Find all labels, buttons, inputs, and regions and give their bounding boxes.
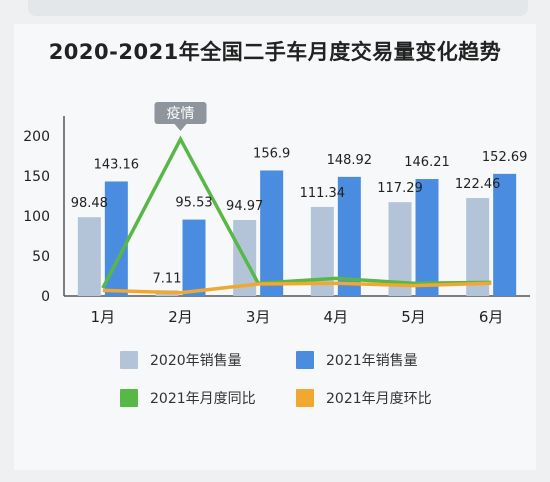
legend-swatch-2021-yoy: [120, 389, 138, 407]
y-tick-label: 200: [23, 129, 50, 145]
legend-item-2021-yoy: 2021年月度同比: [120, 388, 256, 408]
legend-swatch-2021-mom: [296, 389, 314, 407]
annotation-box: [154, 102, 207, 124]
x-tick-label: 5月: [401, 308, 426, 326]
bar: [415, 179, 439, 296]
bar: [493, 173, 517, 296]
x-tick-label: 1月: [91, 308, 116, 326]
data-label: 98.48: [71, 196, 108, 211]
data-label: 94.97: [226, 199, 263, 214]
series-line: [101, 135, 492, 289]
data-label: 148.92: [327, 153, 373, 168]
x-tick-label: 3月: [246, 308, 271, 326]
legend-label-2021-sales: 2021年销售量: [326, 353, 418, 369]
data-label: 146.21: [404, 155, 450, 170]
y-tick-label: 50: [32, 249, 50, 265]
top-band: [28, 0, 528, 16]
data-label: 156.9: [253, 146, 290, 161]
data-label: 152.69: [482, 150, 528, 165]
bar: [466, 198, 490, 296]
bar: [182, 219, 206, 296]
bar: [388, 202, 412, 296]
annotation-text: 疫情: [167, 106, 195, 122]
legend-label-2021-yoy: 2021年月度同比: [150, 391, 256, 407]
legend-item-2020-sales: 2020年销售量: [120, 350, 242, 370]
data-label: 117.29: [377, 181, 423, 196]
data-label: 122.46: [455, 177, 501, 192]
bar: [104, 181, 128, 296]
legend-item-2021-sales: 2021年销售量: [296, 350, 418, 370]
legend-swatch-2021-sales: [296, 351, 314, 369]
y-tick-label: 100: [23, 209, 50, 225]
chart-title: 2020-2021年全国二手车月度交易量变化趋势: [48, 40, 502, 64]
data-label: 143.16: [94, 157, 140, 172]
bar: [77, 217, 101, 296]
bar: [310, 206, 334, 296]
legend-swatch-2020-sales: [120, 351, 138, 369]
bar: [260, 170, 284, 296]
series-line: [102, 281, 492, 295]
annotation-pointer: [174, 124, 187, 131]
bar: [337, 176, 361, 296]
y-tick-label: 150: [23, 169, 50, 185]
legend-label-2020-sales: 2020年销售量: [150, 353, 242, 369]
y-tick-label: 0: [41, 289, 50, 305]
data-label: 111.34: [300, 186, 346, 201]
x-tick-label: 4月: [324, 308, 349, 326]
x-tick-label: 6月: [479, 308, 504, 326]
data-label: 95.53: [175, 196, 212, 211]
data-label: 7.11: [153, 271, 182, 286]
legend-item-2021-mom: 2021年月度环比: [296, 388, 432, 408]
x-tick-label: 2月: [168, 308, 193, 326]
legend-label-2021-mom: 2021年月度环比: [326, 391, 432, 407]
